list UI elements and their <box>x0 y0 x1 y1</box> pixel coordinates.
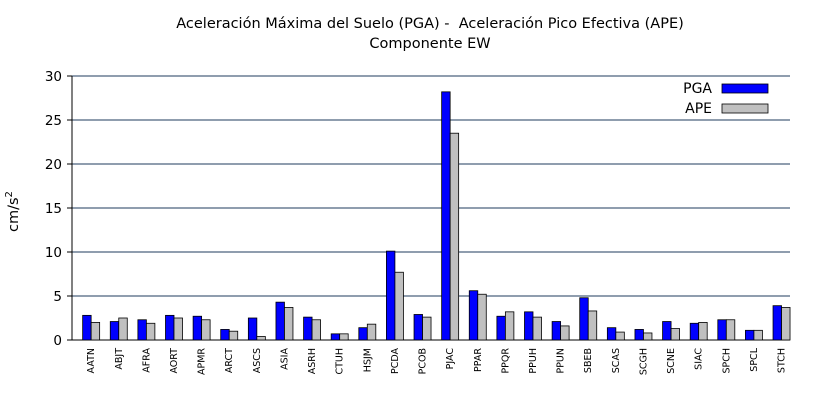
bar-ape-pjac <box>449 132 460 341</box>
bar-ape-aatn <box>90 321 101 341</box>
bar-pga-aort <box>165 314 175 341</box>
bar-pga-scne <box>662 321 672 341</box>
bar-ape-ppun <box>560 325 570 341</box>
bar-ape-scgh <box>643 332 653 341</box>
bar-ape-apmr <box>201 319 211 341</box>
bar-ape-scas <box>615 331 625 341</box>
bar-ape-asia <box>284 307 294 341</box>
bar-pga-apmr <box>192 315 203 341</box>
bar-ape-ppqr <box>504 311 515 341</box>
bar-pga-scas <box>606 327 617 341</box>
bar-ape-pcob <box>422 316 432 341</box>
x-tick-label: SCAS <box>611 348 622 373</box>
legend-label-ape: APE <box>685 101 712 117</box>
bar-pga-pcda <box>386 250 396 341</box>
bar-pga-aatn <box>82 314 92 341</box>
bar-pga-siac <box>689 322 700 341</box>
x-tick-label: SCGH <box>638 348 649 375</box>
x-tick-label: PCDA <box>390 348 401 375</box>
bar-ape-afra <box>145 322 156 341</box>
bar-pga-ppar <box>468 290 479 341</box>
bar-ape-ascs <box>256 336 266 341</box>
x-tick-label: HSJM <box>362 348 373 372</box>
x-tick-label: PPUH <box>528 348 539 374</box>
bar-ape-siac <box>698 321 708 341</box>
bar-ape-aort <box>173 317 183 341</box>
bar-pga-ppqr <box>496 315 506 341</box>
bar-pga-ppun <box>551 321 562 341</box>
chart-subtitle: Componente EW <box>369 36 491 52</box>
x-tick-label: SIAC <box>694 348 705 370</box>
y-tick-label: 15 <box>45 201 62 217</box>
x-tick-label: CTUH <box>335 348 346 375</box>
x-tick-label: SPCL <box>749 347 760 371</box>
x-tick-label: ARCT <box>224 348 235 373</box>
bar-pga-arct <box>220 329 230 341</box>
legend-swatch-pga <box>721 83 769 94</box>
bar-ape-spcl <box>753 329 763 341</box>
bar-ape-asrh <box>311 319 321 341</box>
legend-swatch-ape <box>721 103 769 114</box>
bar-pga-ctuh <box>330 333 341 341</box>
y-tick-label: 0 <box>53 333 62 349</box>
bar-pga-scgh <box>634 329 644 341</box>
x-tick-label: ASCS <box>252 348 263 373</box>
bar-pga-hsjm <box>358 327 368 341</box>
bar-pga-asrh <box>303 316 313 341</box>
x-tick-label: STCH <box>777 348 788 373</box>
bar-pga-spch <box>717 319 727 341</box>
bar-pga-ppuh <box>524 311 534 341</box>
x-tick-label: APMR <box>197 348 208 375</box>
bar-pga-pjac <box>441 91 451 341</box>
bar-ape-ppar <box>477 293 487 341</box>
bar-pga-spcl <box>745 329 755 341</box>
x-tick-label: PPQR <box>500 348 511 374</box>
x-tick-label: PPAR <box>473 348 484 372</box>
legend-label-pga: PGA <box>683 81 712 97</box>
bar-pga-afra <box>137 319 147 341</box>
y-tick-label: 30 <box>45 69 62 85</box>
bar-ape-ctuh <box>339 333 349 341</box>
bar-ape-hsjm <box>366 323 377 341</box>
y-tick-label: 5 <box>53 289 62 305</box>
bar-ape-arct <box>228 330 239 341</box>
bar-pga-stch <box>772 305 782 341</box>
bar-ape-sbeb <box>587 310 598 341</box>
x-tick-label: ABJT <box>114 348 125 370</box>
bar-ape-spch <box>725 319 736 341</box>
bar-pga-ascs <box>247 317 258 341</box>
x-tick-label: SCNE <box>666 348 677 374</box>
y-tick-label: 10 <box>45 245 62 261</box>
x-tick-label: ASIA <box>279 348 290 370</box>
bar-ape-stch <box>781 307 791 341</box>
bar-ape-abjt <box>118 317 128 341</box>
bar-pga-abjt <box>109 321 120 341</box>
bar-pga-sbeb <box>579 297 589 341</box>
y-tick-label: 25 <box>45 113 62 129</box>
x-tick-label: PCOB <box>418 348 429 374</box>
x-tick-label: SPCH <box>721 348 732 374</box>
x-tick-label: AATN <box>86 348 97 373</box>
x-tick-label: ASRH <box>307 348 318 374</box>
bar-ape-scne <box>670 328 680 341</box>
x-tick-label: SBEB <box>583 348 594 373</box>
bar-pga-asia <box>275 301 285 341</box>
bar-ape-ppuh <box>532 316 542 341</box>
x-tick-label: PJAC <box>445 348 456 370</box>
chart-title: Aceleración Máxima del Suelo (PGA) - Ace… <box>176 16 684 32</box>
x-tick-label: AFRA <box>141 348 152 373</box>
x-tick-label: AORT <box>169 348 180 374</box>
bar-ape-pcda <box>394 271 404 341</box>
y-tick-label: 20 <box>45 157 62 173</box>
bar-pga-pcob <box>413 314 423 341</box>
x-tick-label: PPUN <box>556 348 567 374</box>
